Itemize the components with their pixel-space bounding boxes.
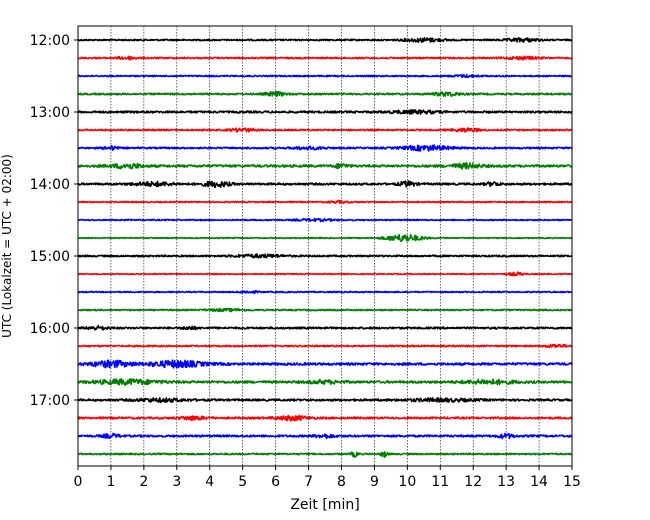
y-tick-label-2: 14:00 (30, 177, 70, 193)
y-tick-label-3: 15:00 (30, 249, 70, 265)
grid-lines (77, 26, 573, 466)
trace-row-7 (77, 162, 573, 170)
x-tick-label-2: 2 (139, 474, 148, 490)
trace-row-13 (77, 271, 573, 277)
y-tick-label-5: 17:00 (30, 393, 70, 409)
trace-row-6 (77, 144, 573, 152)
plot-frame (77, 25, 573, 467)
x-tick-label-0: 0 (74, 474, 83, 490)
trace-row-21 (77, 414, 573, 422)
x-tick-label-4: 4 (205, 474, 214, 490)
trace-row-0 (77, 37, 573, 44)
x-tick-label-6: 6 (271, 474, 280, 490)
x-tick-label-15: 15 (563, 474, 581, 490)
trace-row-12 (77, 253, 573, 259)
trace-row-1 (77, 55, 573, 61)
y-tick-label-0: 12:00 (30, 33, 70, 49)
y-tick-label-4: 16:00 (30, 321, 70, 337)
trace-row-9 (77, 199, 573, 205)
x-tick-label-10: 10 (398, 474, 416, 490)
trace-row-5 (77, 127, 573, 133)
x-tick-label-7: 7 (304, 474, 313, 490)
y-tick-label-1: 13:00 (30, 105, 70, 121)
y-axis: 12:00 13:00 14:00 15:00 16:00 17:00 (30, 33, 78, 409)
x-tick-label-13: 13 (497, 474, 515, 490)
x-tick-label-5: 5 (238, 474, 247, 490)
trace-row-19 (77, 377, 573, 387)
trace-row-8 (77, 180, 573, 189)
trace-row-16 (77, 324, 573, 331)
y-axis-label: UTC (Lokalzeit = UTC + 02:00) (0, 154, 14, 338)
trace-row-3 (77, 90, 573, 98)
trace-row-22 (77, 432, 573, 440)
traces (77, 37, 573, 458)
trace-row-18 (77, 359, 573, 369)
x-tick-label-8: 8 (337, 474, 346, 490)
trace-row-2 (77, 73, 573, 79)
trace-row-14 (77, 290, 573, 295)
trace-row-4 (77, 108, 573, 115)
trace-row-15 (77, 307, 573, 313)
x-axis: 0 1 2 3 4 5 6 7 8 9 10 11 12 13 14 15 (74, 466, 581, 490)
x-tick-label-14: 14 (530, 474, 548, 490)
x-axis-label: Zeit [min] (290, 497, 359, 513)
trace-row-23 (77, 451, 573, 458)
x-tick-label-12: 12 (464, 474, 482, 490)
trace-row-20 (77, 397, 573, 404)
x-tick-label-3: 3 (172, 474, 181, 490)
trace-row-10 (77, 217, 573, 223)
trace-row-17 (77, 343, 573, 349)
trace-row-11 (77, 233, 573, 243)
x-tick-label-1: 1 (106, 474, 115, 490)
x-tick-label-9: 9 (370, 474, 379, 490)
x-tick-label-11: 11 (431, 474, 449, 490)
